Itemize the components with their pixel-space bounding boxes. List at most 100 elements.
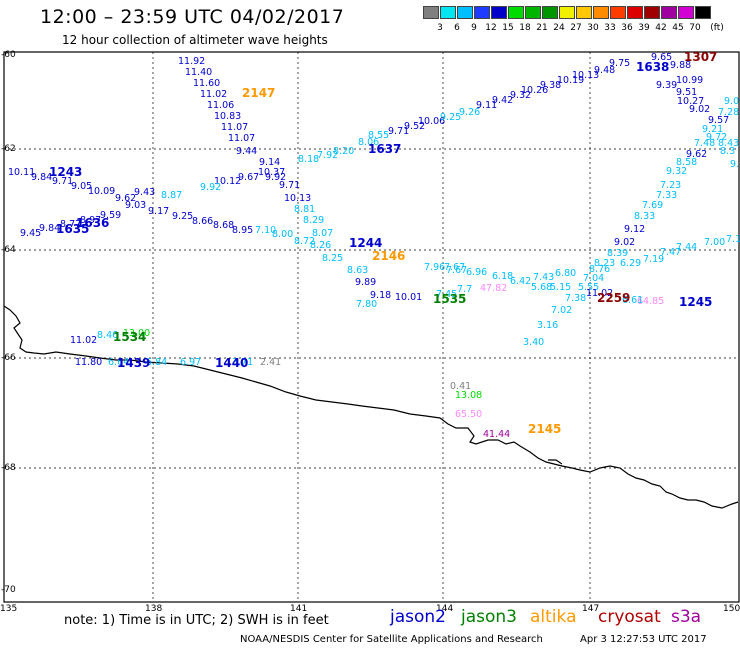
pass-time-label: 2146 — [372, 249, 406, 263]
pass-time-label: 1637 — [368, 142, 402, 156]
swh-value: 8.20 — [333, 146, 355, 157]
lon-label-144: 144 — [436, 604, 454, 614]
swh-value: 9.02 — [614, 237, 636, 248]
swh-value: 8.76 — [589, 264, 611, 275]
swh-value: 9.75 — [609, 58, 631, 69]
swh-value: 11.40 — [185, 67, 213, 78]
swh-value: 5.55 — [578, 282, 600, 293]
color-swatch — [525, 6, 541, 19]
swh-value: 9.71 — [388, 126, 410, 137]
swh-value: 7.7 — [457, 284, 473, 295]
swh-value: 3.71 — [232, 357, 254, 368]
swh-value: 9.51 — [676, 87, 698, 98]
pass-time-label: 2259 — [597, 291, 631, 305]
map-title: 12:00 – 23:59 UTC 04/02/2017 — [40, 6, 345, 28]
track-point: 9.71 — [52, 176, 74, 187]
color-swatch — [610, 6, 626, 19]
swh-value: 11.06 — [207, 100, 235, 111]
swh-value: 6.84 — [146, 357, 168, 368]
swh-value: 8.81 — [294, 204, 316, 215]
color-scale-label: 12 — [485, 23, 497, 33]
swh-value: 11.02 — [200, 89, 228, 100]
swh-value: 9.25 — [440, 112, 462, 123]
color-scale-label: 42 — [655, 23, 667, 33]
swh-value: 13.00 — [123, 328, 151, 339]
map-subtitle: 12 hour collection of altimeter wave hei… — [62, 33, 328, 47]
swh-value: 7.69 — [642, 200, 664, 211]
swh-value: 6.61 — [622, 295, 644, 306]
satellite-legend-cryosat: cryosat — [598, 607, 661, 627]
swh-value: 8.33 — [634, 211, 656, 222]
lon-label-135: 135 — [0, 604, 18, 614]
swh-value: 8.25 — [322, 253, 344, 264]
pass-time-label: 1243 — [49, 165, 83, 179]
swh-value: 8.18 — [298, 154, 320, 165]
color-scale-label: 21 — [536, 23, 548, 33]
pass-time-label: 1245 — [679, 295, 713, 309]
swh-value: 7.1 — [726, 234, 740, 245]
footer-note: note: 1) Time is in UTC; 2) SWH is in fe… — [64, 613, 329, 628]
swh-value: 10.37 — [258, 167, 286, 178]
credit-text: NOAA/NESDIS Center for Satellite Applica… — [240, 634, 543, 645]
swh-value: 9.43 — [134, 187, 156, 198]
lat-label-68: -68 — [1, 463, 16, 473]
satellite-legend-jason2: jason2 — [390, 607, 446, 627]
swh-value: 64.85 — [637, 296, 665, 307]
color-swatch — [678, 6, 694, 19]
lat-label-62: -62 — [1, 144, 16, 154]
swh-value: 6.29 — [620, 258, 642, 269]
color-swatch — [542, 6, 558, 19]
swh-value: 7.45 — [436, 289, 458, 300]
swh-value: 8.00 — [272, 229, 294, 240]
swh-value: 7.96 — [424, 262, 446, 273]
swh-value: 8.39 — [607, 248, 629, 259]
swh-value: 7.10 — [255, 225, 277, 236]
swh-value: 47.82 — [480, 283, 508, 294]
map-frame — [3, 51, 740, 603]
swh-value: 8.87 — [161, 190, 183, 201]
wave-height-map — [3, 51, 740, 603]
swh-value: 8.29 — [303, 215, 325, 226]
track-point: 8.97 — [80, 215, 102, 226]
swh-value: 7.19 — [643, 254, 665, 265]
swh-value: 7.44 — [676, 242, 698, 253]
track-point: 8.68 — [213, 220, 235, 231]
satellite-legend-jason3: jason3 — [461, 607, 517, 627]
swh-value: 9.88 — [670, 60, 692, 71]
swh-value: 8.26 — [310, 240, 332, 251]
swh-value: 9.57 — [708, 115, 730, 126]
swh-value: 9.39 — [656, 80, 678, 91]
swh-value: 7.02 — [551, 305, 573, 316]
swh-value: 10.83 — [214, 111, 242, 122]
swh-value: 6.96 — [466, 267, 488, 278]
coastline-inlet — [548, 459, 563, 465]
swh-value: 8.06 — [358, 137, 380, 148]
swh-value: 9.42 — [492, 95, 514, 106]
color-scale-label: 9 — [471, 23, 477, 33]
swh-value: 7.43 — [533, 272, 555, 283]
track-point: 8.66 — [192, 216, 214, 227]
swh-value: 7.47 — [660, 247, 682, 258]
swh-value: 7.67 — [444, 262, 466, 273]
lon-label-150: 150 — [723, 604, 740, 614]
color-scale-label: 36 — [621, 23, 633, 33]
swh-value: 10.19 — [557, 75, 585, 86]
swh-value: 7.28 — [718, 107, 740, 118]
swh-value: 9.71 — [279, 180, 301, 191]
color-scale-label: 45 — [672, 23, 684, 33]
swh-value: 10.13 — [284, 193, 312, 204]
swh-value: 5.15 — [550, 282, 572, 293]
swh-value: 10.12 — [214, 176, 242, 187]
pass-time-label: 1440 — [215, 356, 249, 370]
color-swatch — [576, 6, 592, 19]
swh-value: 9. — [730, 159, 740, 170]
satellite-legend-altika: altika — [530, 607, 577, 627]
lon-label-147: 147 — [582, 604, 600, 614]
swh-value: 8.63 — [347, 265, 369, 276]
swh-value: 3.16 — [537, 320, 559, 331]
track-point: 8.77 — [60, 219, 82, 230]
color-scale-label: 24 — [553, 23, 565, 33]
pass-time-label: 2145 — [528, 422, 562, 436]
color-scale-label: 3 — [437, 23, 443, 33]
satellite-legend-s3a: s3a — [671, 607, 702, 627]
